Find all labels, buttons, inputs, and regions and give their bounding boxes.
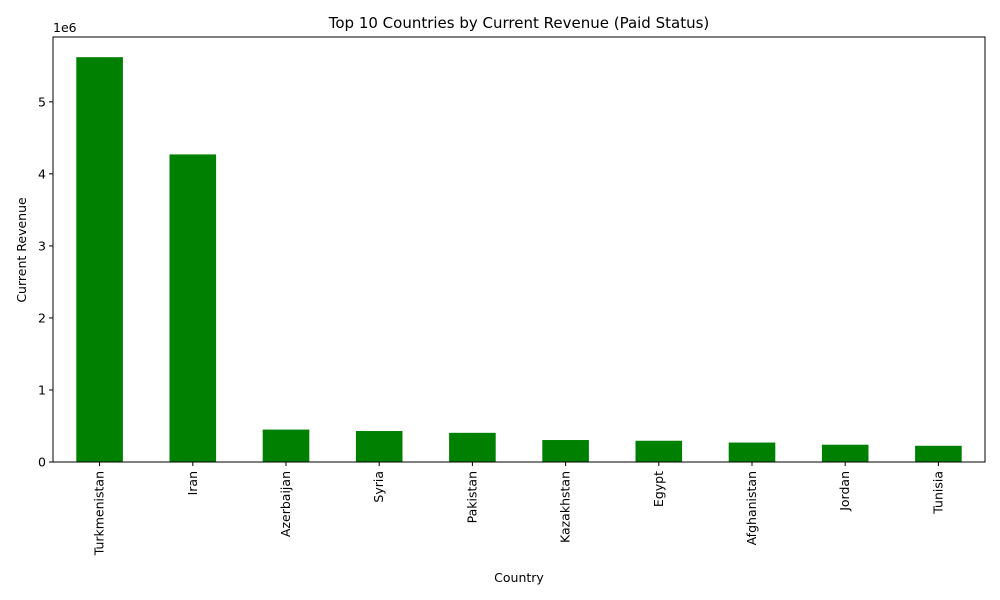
- plot-frame: [52, 36, 986, 463]
- x-tick-label: Egypt: [651, 471, 666, 507]
- y-tick-label: 0: [38, 455, 46, 470]
- x-tick-label: Jordan: [837, 471, 852, 512]
- x-tick-label: Kazakhstan: [558, 471, 573, 543]
- bar-turkmenistan: [76, 57, 123, 462]
- y-tick-label: 4: [38, 166, 46, 181]
- y-offset-label: 1e6: [53, 20, 77, 35]
- bar-kazakhstan: [542, 440, 589, 462]
- x-tick-label: Pakistan: [464, 471, 479, 523]
- y-tick-label: 3: [38, 238, 46, 253]
- bar-egypt: [635, 440, 683, 462]
- bar-afghanistan: [728, 442, 776, 462]
- y-tick-label: 5: [38, 94, 46, 109]
- x-ticks-group: Turkmenistan Iran Azerbaijan Syria Pakistan K…: [92, 462, 945, 556]
- y-tick-label: 2: [38, 310, 46, 325]
- x-tick-label: Azerbaijan: [278, 471, 293, 537]
- y-tick-label: 1: [38, 382, 46, 397]
- x-axis-label: Country: [494, 570, 544, 585]
- x-tick-label: Turkmenistan: [92, 471, 107, 556]
- bar-jordan: [821, 444, 869, 462]
- x-tick-label: Iran: [185, 471, 200, 495]
- bar-tunisia: [915, 445, 962, 462]
- bar-syria: [355, 431, 403, 462]
- x-tick-label: Afghanistan: [744, 471, 759, 545]
- bar-iran: [169, 154, 217, 462]
- x-tick-label: Syria: [371, 471, 386, 503]
- chart-title: Top 10 Countries by Current Revenue (Pai…: [328, 14, 710, 32]
- bar-pakistan: [449, 432, 496, 462]
- y-axis-label: Current Revenue: [14, 197, 29, 303]
- y-ticks-group: 0 1 2 3 4 5: [38, 94, 53, 470]
- bar-azerbaijan: [262, 429, 310, 462]
- bars-group: [76, 57, 962, 462]
- x-tick-label: Tunisia: [930, 471, 945, 515]
